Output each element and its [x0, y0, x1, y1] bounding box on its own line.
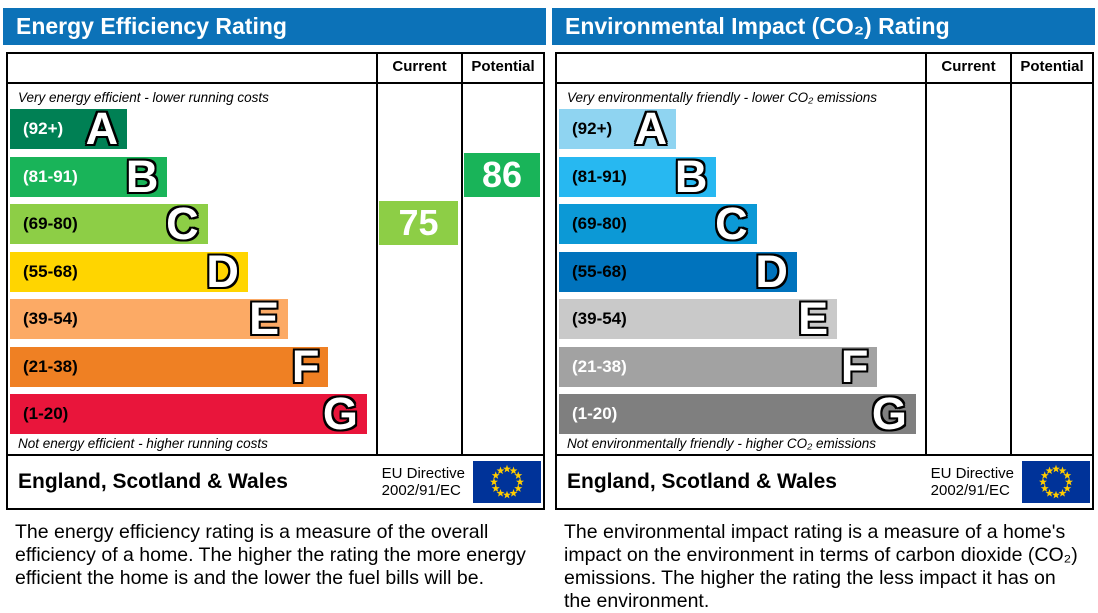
energy-description: The energy efficiency rating is a measur…: [15, 521, 526, 589]
band-range: (69-80): [23, 214, 78, 233]
grade-letter: G: [322, 388, 358, 439]
band-E: (39-54) E: [559, 293, 838, 344]
rating-scale: Very energy efficient - lower running co…: [8, 84, 376, 454]
grade-letter: C: [166, 198, 199, 249]
environmental-description: The environmental impact rating is a mea…: [564, 521, 1078, 612]
panel-title: Energy Efficiency Rating: [16, 13, 287, 39]
band-range: (39-54): [23, 309, 78, 328]
grade-letter: A: [85, 103, 119, 154]
grade-letter: D: [755, 245, 788, 297]
environmental-rating-table: Current Potential Very environmentally f…: [555, 52, 1094, 510]
band-B: (81-91) B: [10, 150, 168, 202]
potential-column-header: Potential: [461, 54, 543, 84]
band-range: (39-54): [572, 309, 627, 328]
band-C: (69-80) C: [559, 198, 757, 249]
band-F: (21-38) F: [559, 340, 878, 392]
grade-letter: F: [291, 340, 320, 392]
top-caption: Very environmentally friendly - lower CO…: [567, 90, 877, 105]
eu-flag-icon: [1022, 461, 1090, 503]
band-range: (81-91): [23, 166, 78, 186]
band-D: (55-68) D: [559, 245, 797, 297]
grade-letter: G: [871, 388, 907, 439]
potential-cell: [1010, 84, 1092, 454]
band-range: (21-38): [572, 356, 627, 376]
band-B: (81-91) B: [559, 150, 717, 202]
region-label: England, Scotland & Wales: [18, 470, 288, 493]
panel-title: Environmental Impact (CO₂) Rating: [565, 13, 950, 39]
current-column-header: Current: [925, 54, 1010, 84]
band-A: (92+) A: [559, 103, 677, 154]
header-spacer: [557, 54, 925, 84]
potential-column-header: Potential: [1010, 54, 1092, 84]
eu-flag-icon: [473, 461, 541, 503]
rating-scale: Very environmentally friendly - lower CO…: [557, 84, 925, 454]
band-range: (81-91): [572, 166, 627, 186]
current-cell: 75: [376, 84, 461, 454]
eu-directive-label: EU Directive 2002/91/EC: [381, 464, 465, 500]
region-label: England, Scotland & Wales: [567, 470, 837, 493]
band-G: (1-20) G: [10, 388, 367, 439]
current-rating-indicator: 75: [379, 200, 458, 245]
band-range: (1-20): [572, 404, 618, 423]
band-range: (55-68): [23, 261, 78, 281]
current-column-header: Current: [376, 54, 461, 84]
eu-directive-label: EU Directive 2002/91/EC: [930, 464, 1014, 500]
band-F: (21-38) F: [10, 340, 329, 392]
grade-letter: B: [125, 150, 159, 202]
bands: (92+) A (81-91) B (69-80) C (55-68) D (39-54) E (2…: [559, 103, 925, 439]
grade-letter: A: [634, 103, 668, 154]
grade-letter: E: [798, 293, 829, 344]
band-range: (55-68): [572, 261, 627, 281]
environmental-impact-panel: Environmental Impact (CO₂) Rating Curren…: [549, 0, 1098, 613]
band-range: (21-38): [23, 356, 78, 376]
header-spacer: [8, 54, 376, 84]
bottom-caption: Not environmentally friendly - higher CO…: [567, 436, 877, 451]
band-G: (1-20) G: [559, 388, 916, 439]
table-footer: England, Scotland & Wales EU Directive 2…: [8, 454, 543, 508]
grade-letter: B: [674, 150, 708, 202]
top-caption: Very energy efficient - lower running co…: [18, 90, 269, 105]
grade-letter: C: [715, 198, 748, 249]
environmental-title-bar: Environmental Impact (CO₂) Rating: [552, 8, 1095, 45]
band-E: (39-54) E: [10, 293, 289, 344]
band-range: (92+): [572, 119, 613, 138]
energy-rating-table: Current Potential Very energy efficient …: [6, 52, 545, 510]
potential-cell: 86: [461, 84, 543, 454]
grade-letter: D: [206, 245, 239, 297]
grade-letter: E: [249, 293, 280, 344]
current-cell: [925, 84, 1010, 454]
bottom-caption: Not energy efficient - higher running co…: [18, 436, 268, 451]
table-footer: England, Scotland & Wales EU Directive 2…: [557, 454, 1092, 508]
band-range: (92+): [23, 119, 64, 138]
band-C: (69-80) C: [10, 198, 208, 249]
bands: (92+) A (81-91) B (69-80) C (55-68) D (39-54) E (2…: [10, 103, 376, 439]
energy-efficiency-panel: Energy Efficiency Rating Current Potenti…: [3, 8, 546, 589]
grade-letter: F: [840, 340, 869, 392]
band-D: (55-68) D: [10, 245, 248, 297]
band-A: (92+) A: [10, 103, 128, 154]
band-range: (1-20): [23, 404, 69, 423]
energy-title-bar: Energy Efficiency Rating: [3, 8, 546, 45]
band-range: (69-80): [572, 214, 627, 233]
potential-rating-indicator: 86: [464, 153, 540, 197]
